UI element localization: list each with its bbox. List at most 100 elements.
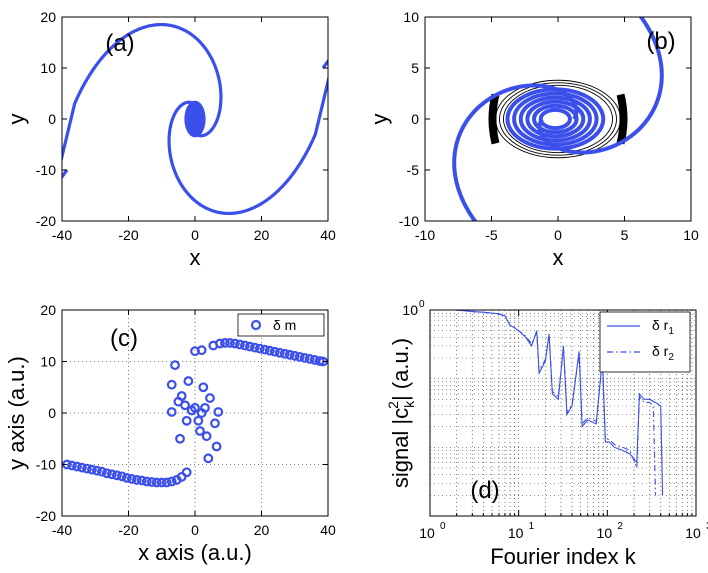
scatter-point [151, 477, 162, 488]
y-tick-label: -20 [36, 508, 56, 524]
x-axis-label: Fourier index k [490, 544, 637, 569]
scatter-point [161, 477, 172, 488]
scatter-point [213, 407, 224, 417]
scatter-point [180, 400, 190, 411]
legend-marker [250, 319, 262, 331]
spiral-arm-1 [452, 83, 579, 221]
y-tick-label: 5 [411, 60, 419, 76]
y-tick-label: 20 [40, 9, 56, 25]
scatter-point [220, 338, 230, 348]
scatter-point [96, 466, 107, 477]
scatter-point [205, 393, 215, 403]
panel-tag: (b) [646, 28, 675, 55]
scatter-point [156, 477, 167, 488]
scatter-point [77, 462, 87, 473]
x-axis-label: x [553, 245, 564, 270]
black-arc-2 [616, 93, 628, 145]
y-axis-label: y [4, 114, 29, 125]
inner-ring [512, 91, 599, 147]
black-ring [503, 84, 613, 154]
x-tick-label: -20 [118, 227, 138, 243]
scatter-point [269, 346, 280, 357]
y-axis-label: y axis (a.u.) [4, 356, 29, 470]
scatter-point [166, 476, 177, 487]
y-tick-label: -10 [36, 457, 56, 473]
x-tick-label: -5 [485, 227, 498, 243]
x-tick-exponent: 2 [617, 521, 623, 532]
x-tick-label: -10 [415, 227, 435, 243]
black-ring [499, 82, 617, 156]
scatter-point [136, 475, 147, 486]
x-axis-label: x [190, 245, 201, 270]
y-tick-label: 0 [48, 111, 56, 127]
scatter-point [183, 376, 194, 386]
legend-entry-1: δ r1 [652, 317, 674, 337]
y-axis-label-sup: 2 [385, 401, 401, 409]
x-tick-label: 0 [554, 227, 562, 243]
x-tick-exponent: 0 [440, 521, 446, 532]
x-tick-label: -20 [118, 522, 138, 538]
scatter-point [254, 343, 265, 354]
scatter-point [146, 477, 157, 487]
scatter-point [126, 474, 137, 484]
scatter-point [203, 453, 214, 464]
scatter-point [198, 382, 209, 393]
y-axis-label-main: signal |c [388, 408, 413, 488]
plot-area [452, 17, 664, 221]
scatter-point [264, 345, 275, 356]
y-tick-label: -20 [36, 213, 56, 229]
x-tick-label: 5 [621, 227, 629, 243]
series-line-2 [430, 310, 657, 496]
legend: δ m [237, 313, 325, 337]
scatter-point [87, 464, 97, 475]
scatter-point [121, 472, 132, 483]
x-tick-label: -40 [52, 522, 72, 538]
x-tick-label: 10 [508, 525, 524, 541]
y-tick-label: 10 [403, 9, 419, 25]
scatter-point [249, 342, 260, 353]
scatter-point [234, 339, 245, 350]
y-tick-label: 10 [40, 354, 56, 370]
scatter-point [239, 340, 250, 351]
y-tick-label: 10 [40, 60, 56, 76]
y-tick-exponent: 0 [419, 299, 425, 310]
scatter-point [72, 461, 82, 472]
scatter-point [101, 468, 112, 479]
y-tick-label: -10 [36, 162, 56, 178]
scatter-point [274, 347, 285, 358]
scatter-point [166, 379, 177, 390]
plot-frame [429, 309, 697, 517]
scatter-point [181, 415, 192, 426]
scatter-point [210, 418, 220, 429]
inner-ring [525, 99, 586, 139]
plot-area [62, 22, 328, 216]
y-tick-label: 20 [40, 302, 56, 318]
y-tick-label: 0 [411, 111, 419, 127]
y-tick-label: 10 [402, 302, 418, 318]
scatter-point [289, 350, 300, 361]
scatter-point [166, 407, 177, 417]
spiral-arm-1 [167, 58, 328, 216]
y-axis-label-tail: | (a.u.) [388, 338, 413, 401]
scatter-point [175, 433, 185, 444]
scatter-point [111, 470, 122, 481]
scatter-point [190, 402, 200, 413]
legend: δ r1 δ r2 [599, 311, 691, 373]
x-tick-label: -40 [52, 227, 72, 243]
x-tick-label: 20 [254, 227, 270, 243]
scatter-point [279, 348, 290, 359]
scatter-point [196, 345, 207, 356]
scatter-point [304, 354, 315, 364]
y-axis-label-sub: k [401, 400, 417, 408]
scatter-point [170, 360, 180, 371]
inner-ring [518, 95, 592, 143]
x-tick-label: 10 [685, 525, 701, 541]
legend-box [599, 311, 691, 373]
x-tick-exponent: 1 [529, 521, 535, 532]
scatter-point [141, 476, 152, 487]
legend-entry-2: δ r2 [652, 343, 674, 363]
black-arc-1 [488, 93, 500, 145]
